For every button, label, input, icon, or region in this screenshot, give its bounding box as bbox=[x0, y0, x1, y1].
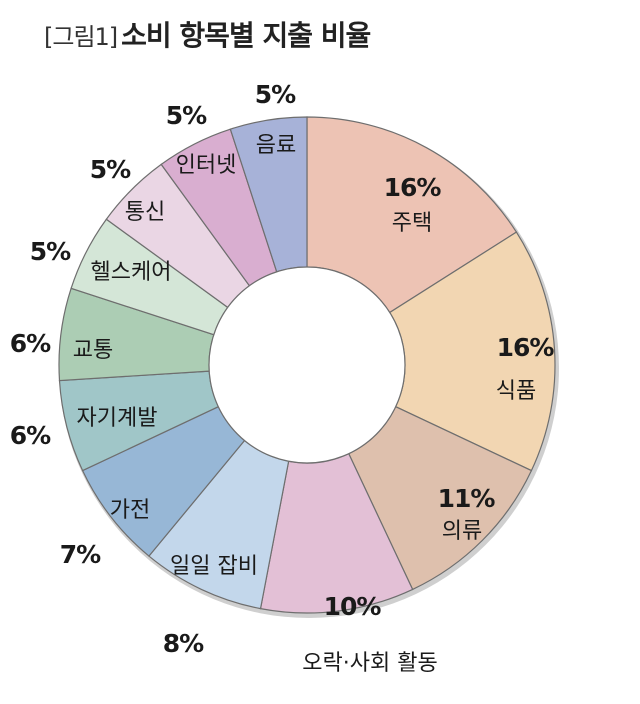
chart-title: [그림1] 소비 항목별 지출 비율 bbox=[44, 14, 371, 58]
slice-category-label: 자기계발 bbox=[77, 406, 158, 431]
slice-category-label: 인터넷 bbox=[176, 153, 237, 178]
slice-category-label: 일일 잡비 bbox=[170, 554, 258, 579]
slice-category-label: 의류 bbox=[442, 519, 482, 544]
slice-value-label: 8% bbox=[163, 629, 204, 658]
slice-category-label: 식품 bbox=[496, 379, 536, 404]
slice-value-label: 16% bbox=[384, 173, 442, 202]
slice-category-label: 오락·사회 활동 bbox=[302, 651, 437, 676]
slice-category-label: 교통 bbox=[73, 338, 113, 363]
slice-value-label: 7% bbox=[60, 540, 101, 569]
slice-value-label: 5% bbox=[90, 155, 131, 184]
slices-group bbox=[58, 116, 559, 618]
slice-category-label: 주택 bbox=[392, 211, 432, 236]
slice-value-label: 5% bbox=[30, 237, 71, 266]
figure-number: [그림1] bbox=[44, 23, 118, 51]
slice-category-label: 통신 bbox=[125, 200, 165, 225]
slice-category-label: 헬스케어 bbox=[91, 260, 172, 285]
slice-value-label: 6% bbox=[10, 329, 51, 358]
slice-value-label: 6% bbox=[10, 421, 51, 450]
slice-category-label: 가전 bbox=[110, 498, 150, 523]
slice-value-label: 5% bbox=[166, 101, 207, 130]
slice-value-label: 5% bbox=[255, 80, 296, 109]
slice-category-label: 음료 bbox=[256, 133, 296, 158]
donut-hole bbox=[208, 266, 406, 464]
title-text: 소비 항목별 지출 비율 bbox=[121, 19, 371, 52]
slice-value-label: 10% bbox=[324, 592, 382, 621]
slice-value-label: 16% bbox=[497, 333, 555, 362]
slice-value-label: 11% bbox=[438, 484, 496, 513]
labels-group: 16% 주택 16% 식품 11% 의류 10% 오락·사회 활동 8% 일일 잡비 7% 가전 6% 자… bbox=[10, 80, 556, 676]
